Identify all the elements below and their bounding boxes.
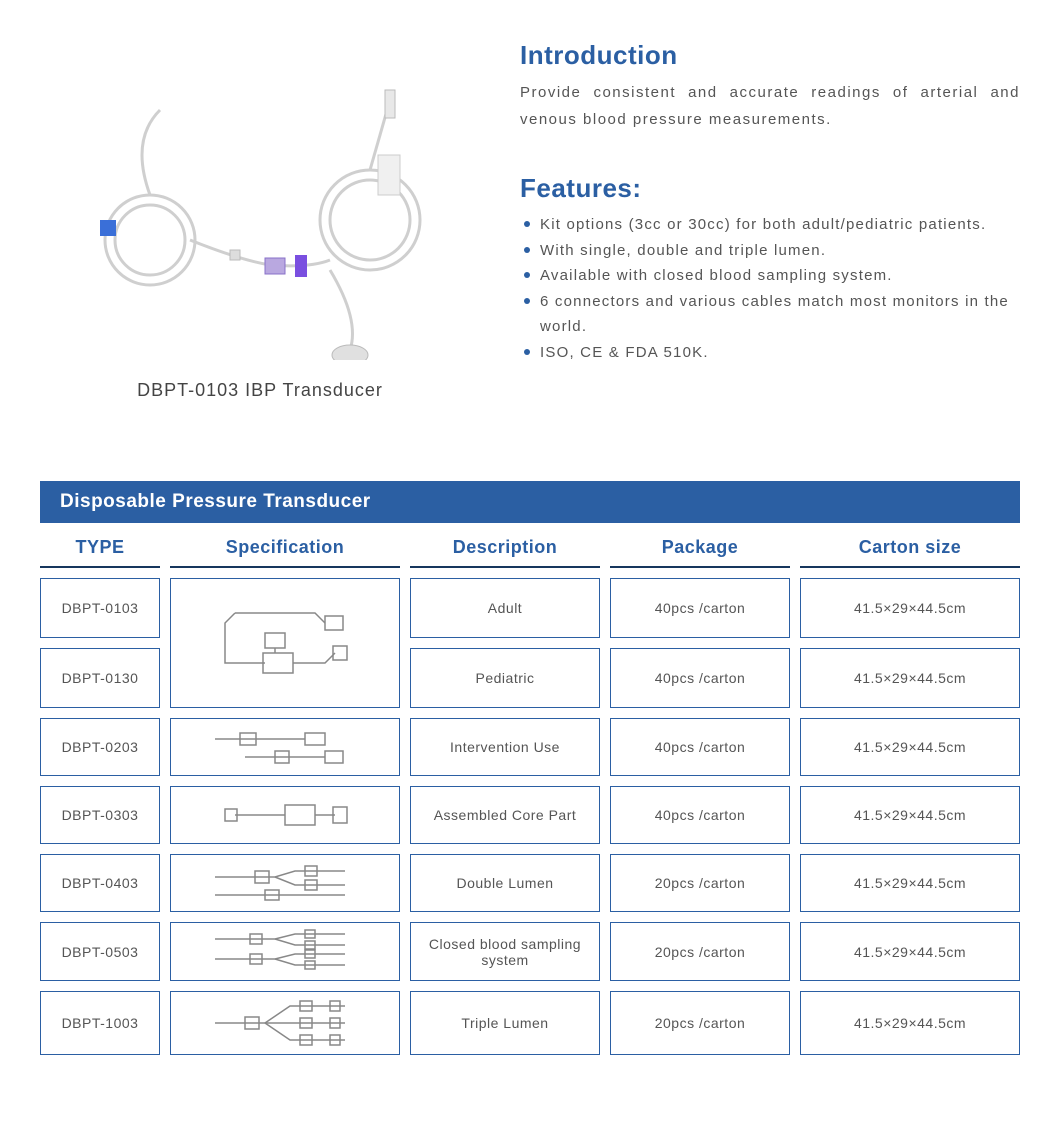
feature-item: ISO, CE & FDA 510K. [524,340,1020,366]
table-row: DBPT-0203 Intervention Use 40pcs /carton… [40,718,1020,776]
col-header-type: TYPE [40,529,160,568]
features-list: Kit options (3cc or 30cc) for both adult… [520,212,1020,365]
table-title-bar: Disposable Pressure Transducer [40,481,1020,523]
cell-spec [170,991,400,1055]
cell-spec [170,718,400,776]
table-row: DBPT-0403 Double Lumen 20pcs /carton 41.… [40,854,1020,912]
cell-type: DBPT-0130 [40,648,160,708]
table-row: DBPT-1003 Triple Lumen 20pcs /carton 41.… [40,991,1020,1055]
col-header-pkg: Package [610,529,790,568]
merged-row-group: DBPT-0103 DBPT-0130 Adult 40pcs /carton … [40,578,1020,708]
cell-size: 41.5×29×44.5cm [800,648,1020,708]
cell-spec [170,854,400,912]
cell-desc: Double Lumen [410,854,600,912]
cell-type: DBPT-0403 [40,854,160,912]
cell-desc: Assembled Core Part [410,786,600,844]
table-body: TYPE Specification Description Package C… [40,529,1020,1055]
cell-desc: Closed blood sampling system [410,922,600,981]
cell-type: DBPT-0503 [40,922,160,981]
table-row: DBPT-0503 Closed blood sampling system 2… [40,922,1020,981]
product-caption: DBPT-0103 IBP Transducer [137,380,383,401]
feature-item: Available with closed blood sampling sys… [524,263,1020,289]
cell-size: 41.5×29×44.5cm [800,786,1020,844]
cell-size: 41.5×29×44.5cm [800,718,1020,776]
spec-table: Disposable Pressure Transducer TYPE Spec… [40,481,1020,1055]
features-title: Features: [520,173,1020,204]
cell-type: DBPT-0103 [40,578,160,638]
cell-spec [170,786,400,844]
cell-pkg: 20pcs /carton [610,922,790,981]
cell-desc: Intervention Use [410,718,600,776]
table-header-row: TYPE Specification Description Package C… [40,529,1020,568]
cell-pkg: 40pcs /carton [610,718,790,776]
cell-type: DBPT-0303 [40,786,160,844]
feature-item: 6 connectors and various cables match mo… [524,289,1020,340]
merged-type-cells: DBPT-0103 DBPT-0130 [40,578,160,708]
cell-size: 41.5×29×44.5cm [800,854,1020,912]
text-column: Introduction Provide consistent and accu… [520,30,1020,401]
product-image-column: DBPT-0103 IBP Transducer [40,30,480,401]
top-section: DBPT-0103 IBP Transducer Introduction Pr… [40,30,1020,401]
cell-desc: Adult [410,578,600,638]
merged-right: Adult 40pcs /carton 41.5×29×44.5cm Pedia… [410,578,1020,708]
col-header-spec: Specification [170,529,400,568]
col-header-desc: Description [410,529,600,568]
cell-pkg: 40pcs /carton [610,648,790,708]
cell-desc: Pediatric [410,648,600,708]
cell-pkg: 20pcs /carton [610,854,790,912]
cell-size: 41.5×29×44.5cm [800,578,1020,638]
cell-pkg: 20pcs /carton [610,991,790,1055]
cell-desc: Triple Lumen [410,991,600,1055]
cell-spec [170,922,400,981]
cell-size: 41.5×29×44.5cm [800,922,1020,981]
product-image [70,60,450,360]
feature-item: With single, double and triple lumen. [524,238,1020,264]
cell-spec-merged [170,578,400,708]
intro-text: Provide consistent and accurate readings… [520,79,1020,133]
cell-pkg: 40pcs /carton [610,786,790,844]
cell-pkg: 40pcs /carton [610,578,790,638]
cell-type: DBPT-1003 [40,991,160,1055]
cell-size: 41.5×29×44.5cm [800,991,1020,1055]
feature-item: Kit options (3cc or 30cc) for both adult… [524,212,1020,238]
col-header-size: Carton size [800,529,1020,568]
cell-type: DBPT-0203 [40,718,160,776]
intro-title: Introduction [520,40,1020,71]
table-row: DBPT-0303 Assembled Core Part 40pcs /car… [40,786,1020,844]
